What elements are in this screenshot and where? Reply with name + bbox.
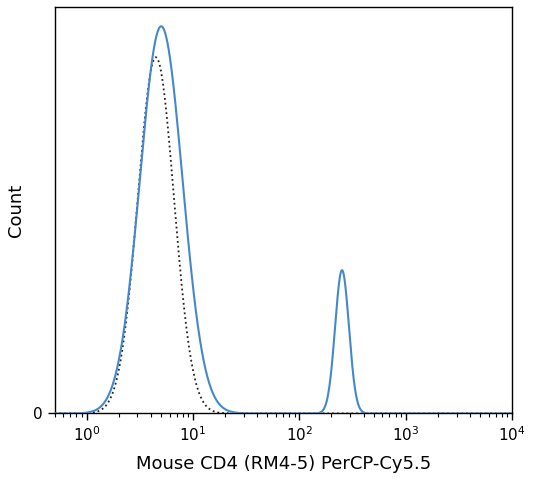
X-axis label: Mouse CD4 (RM4-5) PerCP-Cy5.5: Mouse CD4 (RM4-5) PerCP-Cy5.5 bbox=[136, 455, 431, 473]
Y-axis label: Count: Count bbox=[7, 183, 25, 237]
